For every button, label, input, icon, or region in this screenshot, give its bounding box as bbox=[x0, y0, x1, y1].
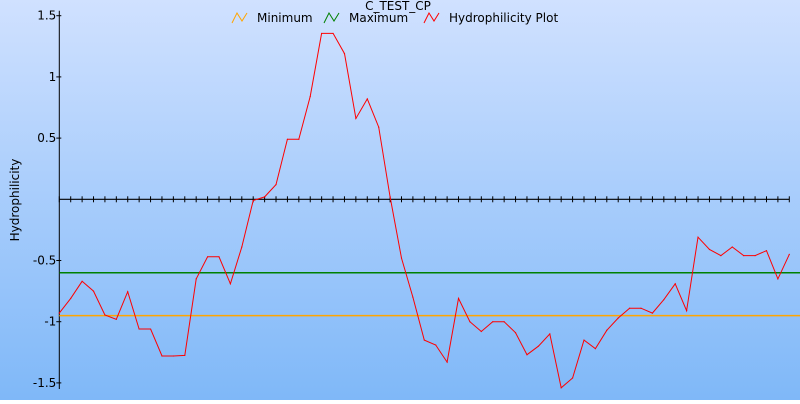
data-point bbox=[218, 256, 220, 258]
data-point bbox=[788, 253, 790, 255]
data-point bbox=[104, 314, 106, 316]
data-point bbox=[708, 248, 711, 251]
legend-label: Maximum bbox=[349, 11, 408, 25]
data-point bbox=[127, 291, 129, 293]
data-point bbox=[503, 321, 505, 323]
data-point bbox=[389, 196, 391, 198]
data-point bbox=[195, 278, 197, 280]
data-point bbox=[412, 296, 414, 298]
data-point bbox=[423, 339, 425, 341]
data-point bbox=[115, 318, 117, 320]
data-point bbox=[241, 246, 243, 248]
legend-label: Hydrophilicity Plot bbox=[449, 11, 558, 25]
data-point bbox=[446, 361, 448, 363]
data-point bbox=[686, 310, 688, 312]
data-point bbox=[149, 328, 152, 330]
legend: Minimum Maximum Hydrophilicity Plot bbox=[231, 11, 558, 25]
data-point bbox=[617, 317, 619, 319]
data-point bbox=[640, 307, 642, 309]
data-point bbox=[720, 255, 722, 257]
data-point bbox=[629, 307, 631, 309]
data-point bbox=[731, 246, 733, 248]
series-line-hydrophilicity-plot bbox=[58, 32, 790, 389]
data-point bbox=[674, 283, 676, 285]
data-point bbox=[663, 299, 665, 301]
data-point bbox=[355, 117, 357, 120]
data-point bbox=[492, 321, 494, 323]
data-point bbox=[70, 297, 72, 300]
data-point bbox=[480, 330, 482, 333]
data-point bbox=[275, 184, 277, 186]
data-point bbox=[172, 355, 174, 357]
chart-title: C_TEST_CP bbox=[365, 0, 431, 13]
data-point bbox=[754, 255, 756, 257]
data-point bbox=[81, 280, 83, 282]
data-point bbox=[571, 377, 574, 379]
data-point bbox=[594, 348, 596, 350]
data-point bbox=[469, 321, 471, 323]
data-point bbox=[321, 32, 323, 35]
data-point bbox=[58, 312, 60, 314]
data-point bbox=[286, 138, 289, 140]
legend-swatch-icon bbox=[231, 11, 248, 24]
data-point bbox=[92, 290, 95, 292]
data-point bbox=[514, 332, 517, 334]
data-point bbox=[264, 196, 266, 198]
data-point bbox=[743, 255, 745, 257]
data-point bbox=[161, 355, 163, 357]
data-point bbox=[206, 256, 209, 258]
y-axis-label: Hydrophilicity bbox=[8, 159, 22, 242]
data-point bbox=[378, 126, 380, 128]
data-point bbox=[138, 328, 140, 330]
legend-swatch-icon bbox=[423, 11, 440, 24]
data-point bbox=[651, 312, 654, 314]
data-point bbox=[298, 138, 300, 140]
y-tick-label: 0.5 bbox=[37, 131, 56, 145]
data-point bbox=[252, 199, 254, 202]
y-tick-label: 1.5 bbox=[37, 9, 56, 23]
data-point bbox=[343, 53, 346, 55]
data-point bbox=[765, 250, 768, 252]
axes: 1.5 1 0.5 -0.5 -1 -1.5 bbox=[33, 9, 790, 390]
data-point bbox=[697, 236, 699, 238]
data-point bbox=[457, 297, 460, 300]
data-point bbox=[332, 32, 334, 35]
data-point bbox=[777, 278, 779, 280]
y-tick-label: -0.5 bbox=[33, 254, 56, 268]
data-point bbox=[400, 257, 403, 259]
y-tick-label: -1.5 bbox=[33, 376, 56, 390]
data-point bbox=[435, 344, 437, 346]
legend-swatch-icon bbox=[323, 11, 340, 24]
data-point bbox=[184, 354, 186, 356]
data-point bbox=[526, 354, 528, 356]
series-lines bbox=[58, 32, 800, 389]
data-point bbox=[537, 345, 539, 347]
data-point bbox=[560, 387, 562, 389]
data-point bbox=[229, 283, 231, 285]
data-point bbox=[549, 333, 551, 335]
data-point bbox=[366, 98, 368, 100]
y-tick-label: 1 bbox=[49, 70, 57, 84]
data-point bbox=[309, 95, 311, 98]
legend-label: Minimum bbox=[257, 11, 313, 25]
data-point bbox=[606, 329, 608, 331]
data-point bbox=[583, 339, 585, 341]
y-tick-label: -1 bbox=[44, 315, 56, 329]
